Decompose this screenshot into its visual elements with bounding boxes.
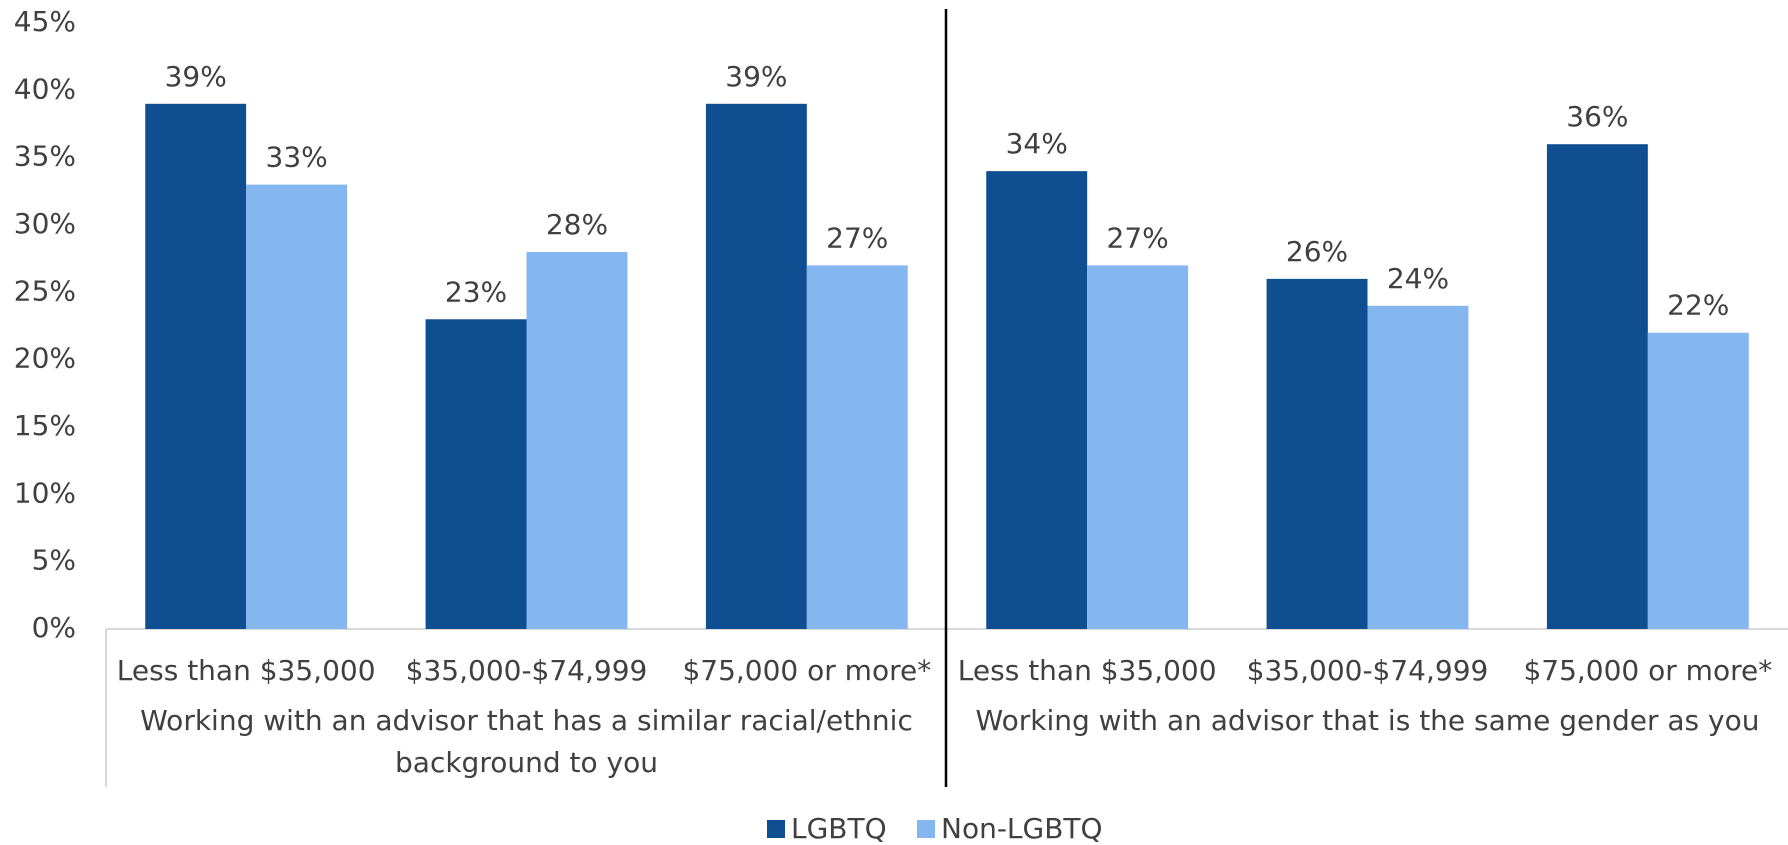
y-tick-label: 25%	[14, 274, 76, 307]
y-tick-label: 35%	[14, 140, 76, 173]
y-tick-label: 30%	[14, 207, 76, 240]
value-label: 28%	[546, 208, 608, 241]
value-label: 24%	[1387, 262, 1449, 295]
legend-label: Non-LGBTQ	[941, 812, 1103, 845]
y-tick-label: 5%	[32, 544, 76, 577]
bar	[425, 319, 527, 629]
value-label: 23%	[445, 275, 507, 308]
value-label: 33%	[266, 141, 328, 174]
value-label: 34%	[1006, 127, 1068, 160]
bar	[1647, 332, 1749, 629]
y-tick-label: 20%	[14, 342, 76, 375]
bar	[1266, 278, 1368, 629]
value-label: 27%	[826, 221, 888, 254]
group-label: Working with an advisor that is the same…	[975, 704, 1760, 737]
value-label: 39%	[725, 60, 787, 93]
legend-label: LGBTQ	[791, 812, 887, 845]
y-tick-label: 40%	[14, 72, 76, 105]
group-label: Working with an advisor that has a simil…	[140, 704, 913, 779]
value-label: 22%	[1667, 289, 1729, 322]
x-tick-label: $35,000-$74,999	[1247, 654, 1489, 687]
group-label-box: Working with an advisor that has a simil…	[140, 704, 913, 779]
x-tick-label: $75,000 or more*	[682, 654, 931, 687]
bar	[145, 103, 247, 630]
value-label: 39%	[165, 60, 227, 93]
y-tick-label: 45%	[14, 5, 76, 38]
legend-swatch	[767, 820, 785, 838]
bar	[806, 265, 908, 629]
y-tick-label: 15%	[14, 409, 76, 442]
bar	[1087, 265, 1189, 629]
x-tick-label: $75,000 or more*	[1523, 654, 1772, 687]
group-label-box: Working with an advisor that is the same…	[975, 704, 1760, 737]
bar	[705, 103, 807, 630]
value-label: 27%	[1107, 221, 1169, 254]
x-tick-label: Less than $35,000	[958, 654, 1217, 687]
bar	[986, 171, 1088, 629]
x-tick-label: Less than $35,000	[117, 654, 376, 687]
bar	[246, 184, 348, 629]
x-tick-label: $35,000-$74,999	[406, 654, 648, 687]
legend-swatch	[917, 820, 935, 838]
bar	[526, 251, 628, 629]
y-tick-label: 0%	[32, 611, 76, 644]
y-tick-label: 10%	[14, 476, 76, 509]
value-label: 26%	[1286, 235, 1348, 268]
bar	[1546, 144, 1648, 629]
bar	[1367, 305, 1469, 629]
value-label: 36%	[1566, 100, 1628, 133]
